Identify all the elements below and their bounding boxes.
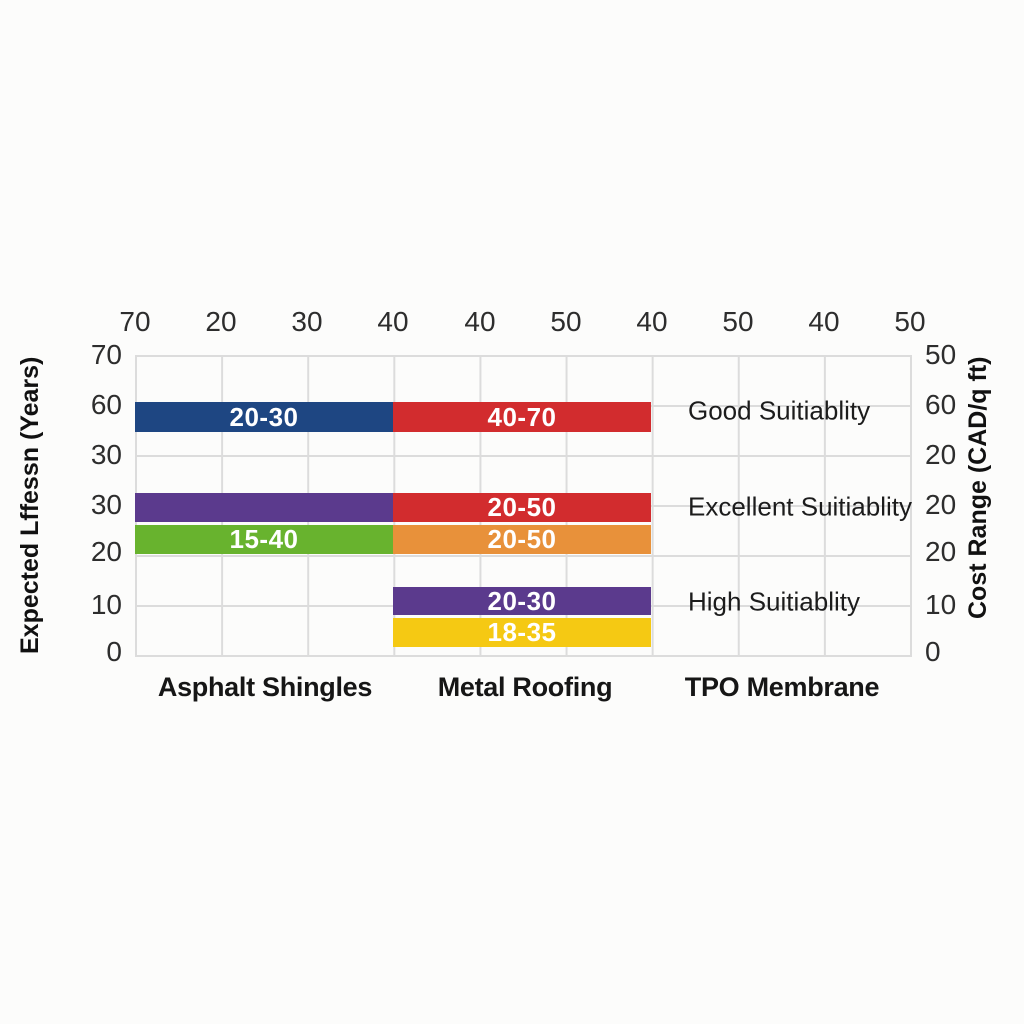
bar-asphalt-cost: 15-40 xyxy=(135,524,393,554)
plot-area: 70 20 30 40 40 50 40 50 40 50 70 60 30 3… xyxy=(91,306,956,702)
top-axis-tick: 50 xyxy=(722,306,754,337)
bar-value-label: 15-40 xyxy=(229,524,299,554)
bar-value-label: 18-35 xyxy=(487,617,557,647)
bar-metal-purple: 20-30 xyxy=(393,585,651,616)
right-axis-tick: 10 xyxy=(925,589,957,620)
bar-metal-yellow: 18-35 xyxy=(393,617,651,647)
right-axis-tick: 50 xyxy=(925,339,957,370)
top-axis-tick: 40 xyxy=(377,306,409,337)
left-axis-tick: 0 xyxy=(106,636,122,667)
top-axis-tick: 40 xyxy=(808,306,840,337)
bar-value-label: 20-50 xyxy=(487,492,557,522)
top-axis-tick: 50 xyxy=(550,306,582,337)
top-axis-tick: 70 xyxy=(119,306,151,337)
left-axis-tick: 60 xyxy=(90,389,122,420)
right-axis-tick: 0 xyxy=(925,636,941,667)
category-label-metal-roofing: Metal Roofing xyxy=(437,672,613,702)
bar-value-label: 20-30 xyxy=(229,401,299,432)
left-axis-tick: 30 xyxy=(90,489,122,520)
left-axis-tick: 10 xyxy=(90,589,122,620)
bar-metal-lifespan: 40-70 xyxy=(393,402,651,432)
left-axis-tick: 20 xyxy=(90,536,122,567)
top-axis-tick: 50 xyxy=(894,306,926,337)
bar-value-label: 40-70 xyxy=(487,401,557,432)
bar-value-label: 20-50 xyxy=(487,524,557,554)
suitability-label-high: High Suitiablity xyxy=(688,586,860,617)
suitability-label-good: Good Suitiablity xyxy=(688,395,871,426)
top-axis-tick: 20 xyxy=(205,306,237,337)
top-axis-tick: 30 xyxy=(291,306,323,337)
bar-metal-cost-orange: 20-50 xyxy=(393,524,651,554)
suitability-label-excellent: Excellent Suitiablity xyxy=(688,491,912,522)
right-axis-tick: 60 xyxy=(925,389,957,420)
right-axis-tick: 20 xyxy=(925,439,957,470)
right-axis-title: Cost Range (CAD/q ft) xyxy=(964,356,992,620)
category-label-tpo-membrane: TPO Membrane xyxy=(684,672,880,702)
top-axis-tick: 40 xyxy=(464,306,496,337)
top-axis-tick: 40 xyxy=(636,306,668,337)
bar-value-label: 20-30 xyxy=(487,585,557,616)
bar-metal-cost-red: 20-50 xyxy=(393,492,651,522)
category-label-asphalt-shingles: Asphalt Shingles xyxy=(157,672,373,702)
bar-asphalt-lifespan: 20-30 xyxy=(135,402,393,432)
bar-asphalt-unlabeled xyxy=(135,493,393,522)
right-axis-tick: 20 xyxy=(925,536,957,567)
left-axis-tick: 30 xyxy=(90,439,122,470)
left-axis-tick: 70 xyxy=(90,339,122,370)
left-axis-title: Expected Lffessn (Years) xyxy=(16,356,44,654)
right-axis-tick: 20 xyxy=(925,489,957,520)
